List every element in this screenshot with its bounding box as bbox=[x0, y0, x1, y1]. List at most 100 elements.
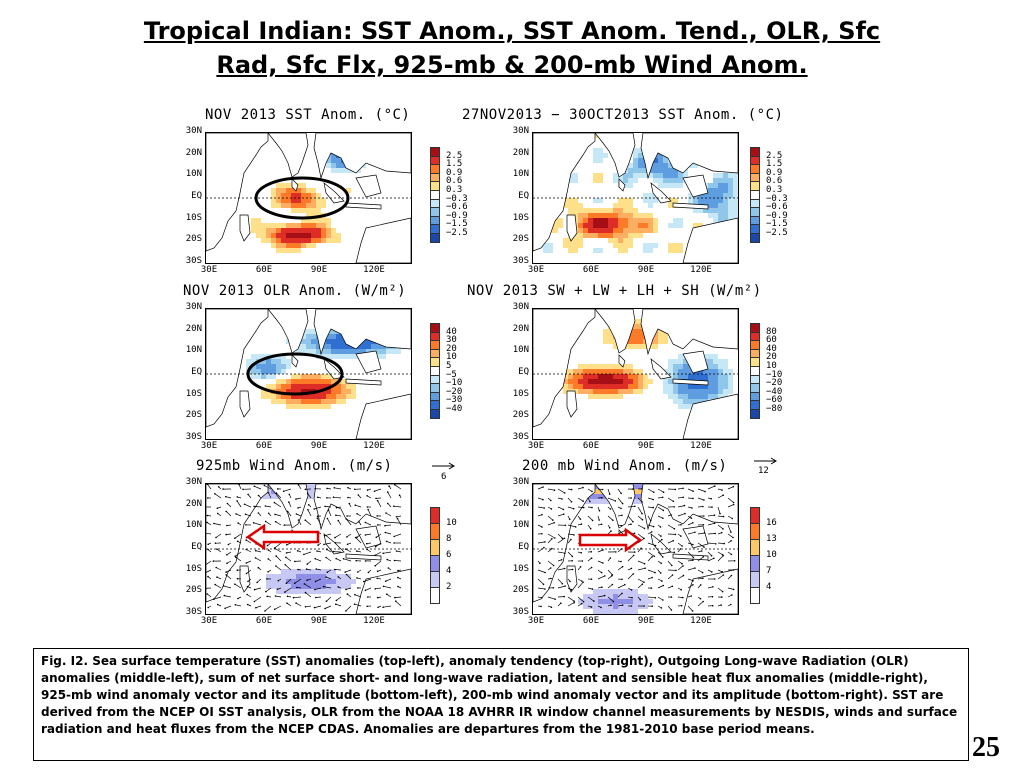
wind-vector-head bbox=[722, 554, 724, 557]
wind-vector-head bbox=[580, 523, 583, 525]
olr-colorbar bbox=[430, 323, 440, 419]
wind-vector-head bbox=[236, 569, 239, 571]
wind-vector-head bbox=[594, 534, 596, 536]
wind-vector-head bbox=[680, 588, 682, 591]
wind-vector-head bbox=[682, 487, 684, 490]
wind-vector bbox=[727, 497, 734, 503]
lon-tick-label: 60E bbox=[582, 441, 600, 451]
wind-vector bbox=[667, 524, 675, 530]
lat-tick-label: 10N bbox=[512, 345, 529, 356]
wind-vector bbox=[387, 491, 392, 499]
wind-vector-head bbox=[652, 506, 654, 509]
wind-vector-head bbox=[710, 554, 713, 557]
wind-vector bbox=[236, 500, 242, 508]
wind-vector-head bbox=[206, 521, 208, 524]
wind-vector bbox=[647, 556, 653, 562]
wind-vector-head bbox=[315, 596, 317, 599]
wind-vector-head bbox=[561, 537, 564, 540]
wind-vector-head bbox=[723, 542, 725, 545]
wind-vector-head bbox=[564, 585, 566, 587]
wind-vector-head bbox=[542, 583, 545, 586]
wind-vector bbox=[637, 560, 645, 565]
wind-vector-head bbox=[682, 496, 684, 499]
wind-vector bbox=[657, 551, 664, 558]
wind-vector bbox=[345, 587, 352, 590]
wind-vector bbox=[326, 549, 332, 553]
wind-vector bbox=[224, 595, 232, 598]
wind-vector bbox=[375, 587, 382, 590]
wind-vector bbox=[637, 497, 643, 503]
wind-vector bbox=[677, 542, 683, 547]
lon-tick-label: 30E bbox=[200, 616, 218, 626]
wind-vector bbox=[567, 506, 574, 510]
lon-tick-label: 120E bbox=[690, 441, 712, 451]
wind-vector-head bbox=[384, 531, 387, 534]
landmass-outline bbox=[206, 133, 269, 252]
wind-vector bbox=[547, 522, 555, 526]
lat-tick-label: 20N bbox=[185, 323, 202, 334]
wind-vector bbox=[697, 488, 706, 492]
wind-vector bbox=[697, 577, 703, 580]
wind-vector bbox=[647, 515, 652, 521]
wind-vector bbox=[207, 484, 212, 490]
wind-vector-head bbox=[562, 513, 565, 515]
wind-vector bbox=[374, 551, 382, 556]
wind-vector-head bbox=[591, 519, 594, 522]
wind-vector bbox=[587, 515, 593, 521]
wind-vector-head bbox=[285, 556, 287, 559]
wind-vector-head bbox=[542, 498, 544, 501]
wind-vector bbox=[225, 496, 232, 499]
wind-vector-head bbox=[342, 558, 345, 560]
wind-vector bbox=[647, 488, 654, 493]
wind-vector-head bbox=[266, 578, 268, 580]
wind-vector-head bbox=[387, 567, 390, 569]
wind-vector bbox=[607, 575, 613, 580]
wind-vector bbox=[394, 533, 402, 537]
wind-vector-head bbox=[286, 544, 288, 546]
wind-vector bbox=[647, 542, 656, 546]
wind-vector-head bbox=[543, 507, 545, 509]
wind-vector-head bbox=[598, 509, 601, 512]
colorbar-label: 4 bbox=[766, 582, 772, 592]
wind200-anomaly-map bbox=[532, 483, 739, 615]
lon-tick-label: 60E bbox=[582, 616, 600, 626]
wind-vector-head bbox=[257, 512, 260, 514]
wind-vector-head bbox=[662, 491, 665, 493]
wind-vector bbox=[226, 533, 232, 535]
wind-vector bbox=[617, 488, 622, 494]
landmass-outline bbox=[640, 484, 738, 531]
lon-tick-label: 90E bbox=[637, 441, 655, 451]
wind-vector-head bbox=[346, 536, 348, 538]
wind-vector-head bbox=[684, 512, 686, 515]
wind-vector-head bbox=[590, 566, 593, 569]
wind-vector-head bbox=[253, 588, 256, 591]
wind-vector-head bbox=[714, 485, 716, 487]
wind-vector-head bbox=[620, 560, 622, 563]
wind-vector bbox=[315, 596, 322, 598]
wind-vector bbox=[687, 559, 693, 562]
wind-vector bbox=[385, 578, 392, 582]
colorbar-label: −2.5 bbox=[766, 228, 788, 238]
wind-vector bbox=[315, 558, 322, 562]
landmass-outline bbox=[566, 214, 578, 242]
wind-vector-head bbox=[673, 506, 675, 508]
wind-vector bbox=[385, 532, 392, 535]
wind-vector-head bbox=[581, 580, 583, 582]
wind-vector bbox=[245, 513, 252, 517]
wind-vector bbox=[246, 569, 252, 574]
wind-vector-head bbox=[266, 535, 268, 537]
wind-vector bbox=[567, 551, 573, 557]
wind-vector-head bbox=[354, 536, 357, 539]
wind925-anomaly-map bbox=[205, 483, 412, 615]
wind-vector-head bbox=[661, 538, 663, 541]
wind-vector-head bbox=[366, 495, 368, 497]
wind-vector-head bbox=[650, 531, 653, 533]
wind-vector-head bbox=[544, 588, 546, 590]
wind-vector-head bbox=[294, 560, 296, 563]
wind-vector-head bbox=[253, 505, 255, 508]
wind-vector bbox=[307, 509, 312, 517]
wind-vector-head bbox=[581, 602, 583, 605]
wind-vector bbox=[547, 596, 556, 600]
wind-vector-head bbox=[552, 519, 554, 521]
wind-vector bbox=[384, 524, 392, 527]
